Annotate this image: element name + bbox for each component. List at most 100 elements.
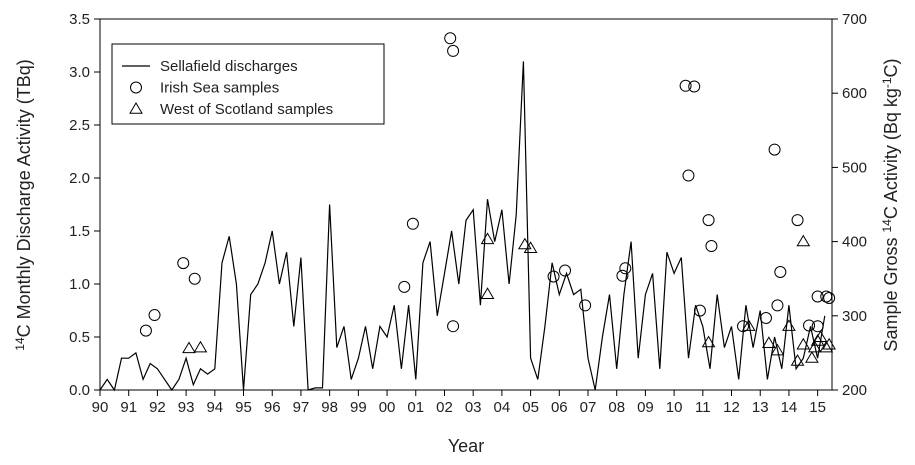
triangle-marker <box>790 354 805 366</box>
circle-marker <box>619 262 632 275</box>
circle-marker <box>130 81 142 94</box>
y2-axis-label: Sample Gross 14C Activity (Bq kg-1C) <box>880 58 901 351</box>
y2-axis-label-part: Sample Gross <box>881 233 901 352</box>
y2-tick-label: 600 <box>842 85 867 102</box>
triangle-marker <box>701 335 716 348</box>
x-tick-label: 09 <box>637 399 654 416</box>
x-tick-label: 92 <box>149 399 166 416</box>
circle-marker <box>188 272 201 285</box>
legend-box <box>111 43 385 125</box>
y2-tick-label: 400 <box>842 234 867 251</box>
x-tick-label: 93 <box>178 399 195 416</box>
circle-marker <box>447 44 460 57</box>
circle-marker <box>774 266 787 279</box>
discharge-line <box>99 61 826 392</box>
triangle-marker <box>796 234 811 247</box>
triangle-marker <box>805 351 819 363</box>
triangle-marker <box>480 232 495 245</box>
circle-marker <box>803 319 816 332</box>
triangle-marker <box>807 340 822 353</box>
circle-marker <box>759 312 772 325</box>
circle-marker <box>447 320 460 333</box>
legend-label: Irish Sea samples <box>160 80 279 97</box>
x-tick-label: 07 <box>580 399 597 416</box>
y-tick-label: 1.0 <box>69 276 90 293</box>
triangle-marker <box>819 340 834 353</box>
circle-marker <box>811 320 824 333</box>
triangle-marker <box>129 102 143 114</box>
triangle-marker <box>761 336 776 348</box>
y-axis-label: 14C Monthly Discharge Activity (TBq) <box>13 59 34 350</box>
y2-axis-label-part: C) <box>881 58 901 77</box>
circle-marker <box>547 270 560 283</box>
y2-tick-label: 700 <box>842 11 867 28</box>
circle-marker <box>768 143 781 156</box>
circle-marker <box>811 290 824 303</box>
x-tick-label: 00 <box>379 399 396 416</box>
triangle-marker <box>193 340 208 353</box>
triangle-marker <box>813 330 828 343</box>
x-tick-label: 98 <box>321 399 338 416</box>
circle-marker <box>177 257 190 270</box>
legend-label: West of Scotland samples <box>160 101 333 118</box>
x-tick-label: 01 <box>407 399 424 416</box>
y-tick-label: 1.5 <box>69 223 90 240</box>
circle-marker <box>705 240 718 253</box>
legend-label: Sellafield discharges <box>160 58 298 75</box>
x-tick-label: 02 <box>436 399 453 416</box>
circle-marker <box>406 217 419 230</box>
x-tick-label: 91 <box>120 399 137 416</box>
x-tick-label: 96 <box>264 399 281 416</box>
x-tick-label: 08 <box>608 399 625 416</box>
y-tick-label: 3.0 <box>69 64 90 81</box>
y-axis-label-sup: 14 <box>13 337 27 351</box>
circle-marker <box>579 299 592 312</box>
circle-marker <box>444 32 457 45</box>
circle-marker <box>693 304 706 317</box>
triangle-marker <box>822 337 837 350</box>
x-tick-label: 13 <box>752 399 769 416</box>
y2-axis-label-sup: -1 <box>880 77 894 88</box>
circle-marker <box>820 290 833 303</box>
x-tick-label: 03 <box>465 399 482 416</box>
x-axis-label: Year <box>448 436 484 456</box>
circle-marker <box>702 214 715 227</box>
triangle-marker <box>782 319 796 331</box>
triangle-marker <box>182 341 196 354</box>
x-tick-label: 10 <box>666 399 683 416</box>
y-tick-label: 0.5 <box>69 329 90 346</box>
x-tick-label: 99 <box>350 399 367 416</box>
x-tick-label: 12 <box>723 399 740 416</box>
triangle-marker <box>796 337 811 350</box>
triangle-marker <box>480 287 495 299</box>
triangle-marker <box>810 334 825 346</box>
x-tick-label: 11 <box>695 399 711 416</box>
circle-marker <box>688 80 701 93</box>
circle-marker <box>823 291 836 304</box>
y2-tick-label: 500 <box>842 159 867 176</box>
x-tick-label: 14 <box>781 399 798 416</box>
y2-axis-label-sup: 14 <box>880 219 894 233</box>
plot-frame <box>99 18 833 391</box>
x-tick-label: 94 <box>206 399 223 416</box>
y-axis-label-main: C Monthly Discharge Activity (TBq) <box>14 59 34 337</box>
circle-marker <box>791 214 804 227</box>
x-tick-label: 95 <box>235 399 252 416</box>
circle-marker <box>398 280 411 293</box>
circle-marker <box>737 320 750 333</box>
circle-marker <box>148 309 161 322</box>
x-tick-label: 05 <box>522 399 539 416</box>
triangle-marker <box>741 319 756 331</box>
y2-axis-label-part: C Activity (Bq kg <box>881 88 901 219</box>
x-tick-label: 15 <box>809 399 826 416</box>
x-tick-label: 90 <box>92 399 109 416</box>
y-tick-label: 0.0 <box>69 382 90 399</box>
circle-marker <box>771 299 784 312</box>
x-tick-label: 06 <box>551 399 568 416</box>
x-tick-label: 97 <box>293 399 310 416</box>
y2-tick-label: 200 <box>842 382 867 399</box>
circle-marker <box>139 324 152 337</box>
triangle-marker <box>770 343 785 356</box>
circle-marker <box>682 169 695 182</box>
